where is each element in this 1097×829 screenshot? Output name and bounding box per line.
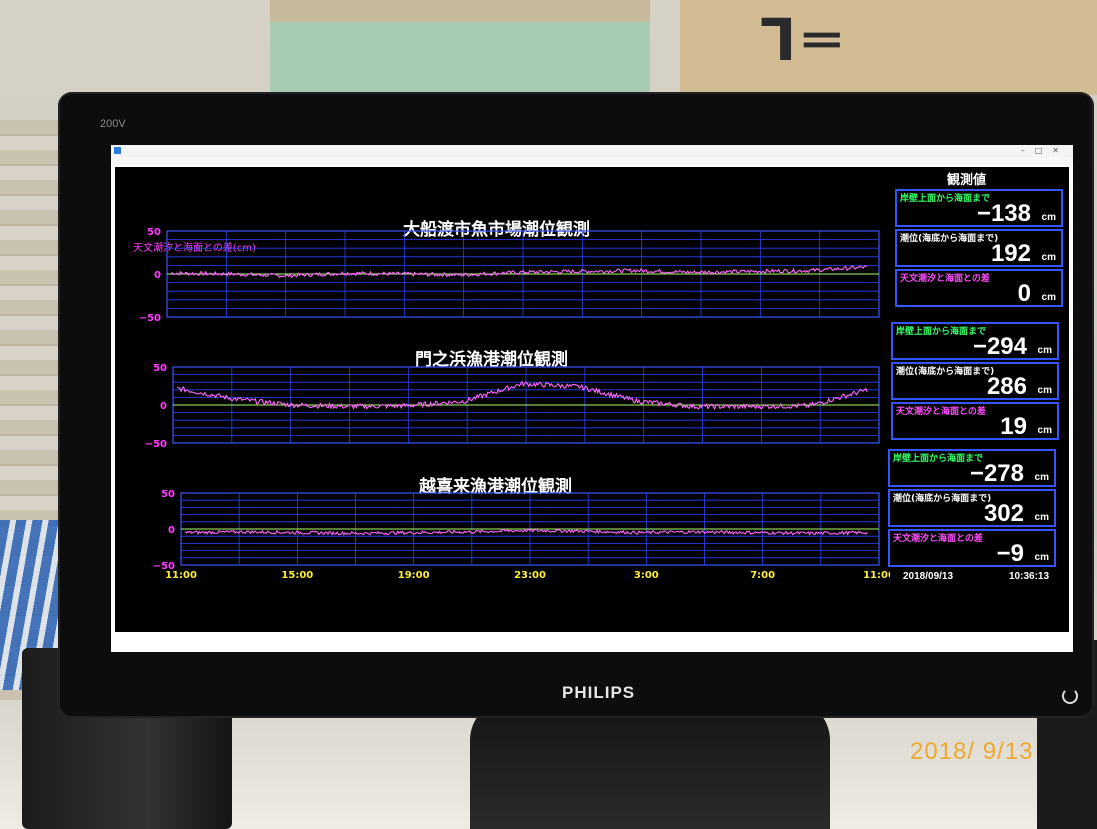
y-tick-label: −50 (153, 561, 175, 572)
reading-box: 岸壁上面から海面まで −294 cm (891, 322, 1059, 360)
reading-box: 天文潮汐と海面との差 −9 cm (888, 529, 1056, 567)
x-tick-label: 3:00 (634, 570, 659, 581)
reading-unit: cm (1037, 345, 1052, 356)
cardboard-box-right (680, 0, 1097, 95)
reading-label: 天文潮汐と海面との差 (896, 407, 986, 417)
x-tick-label: 11:00 (863, 570, 890, 581)
reading-value: −9 (996, 540, 1024, 567)
reading-value: −278 (969, 460, 1024, 487)
reading-box: 岸壁上面から海面まで −138 cm (895, 189, 1063, 227)
reading-unit: cm (1041, 252, 1056, 263)
reading-label: 潮位(海底から海面まで) (900, 234, 999, 244)
x-tick-label: 7:00 (750, 570, 775, 581)
reading-box: 潮位(海底から海面まで) 286 cm (891, 362, 1059, 400)
x-tick-label: 11:00 (165, 570, 197, 581)
monitor-stand (470, 700, 830, 829)
tide-series-line (170, 265, 868, 279)
reading-label: 岸壁上面から海面まで (900, 194, 991, 204)
reading-value: 19 (1000, 413, 1027, 440)
reading-unit: cm (1034, 472, 1049, 483)
x-tick-label: 23:00 (514, 570, 546, 581)
y-tick-label: −50 (139, 313, 161, 324)
tide-monitor-app: 天文潮汐と海面との差(cm) 大船渡市魚市場潮位観測 門之浜漁港潮位観測 越喜来… (115, 167, 1069, 632)
window-controls[interactable]: –□✕ (1020, 146, 1069, 155)
reading-label: 潮位(海底から海面まで) (893, 494, 992, 504)
reading-label: 岸壁上面から海面まで (893, 454, 984, 464)
reading-value: −138 (976, 200, 1031, 227)
reading-value: 0 (1017, 280, 1031, 307)
green-paper (270, 22, 650, 102)
y-tick-label: 0 (168, 525, 175, 536)
app-icon (114, 147, 121, 154)
station-title-kadonohama: 門之浜漁港潮位観測 (415, 350, 568, 370)
reading-box: 天文潮汐と海面との差 0 cm (895, 269, 1063, 307)
reading-label: 天文潮汐と海面との差 (900, 274, 990, 284)
y-tick-label: 50 (153, 363, 167, 374)
y-tick-label: 0 (160, 401, 167, 412)
tide-series-line (176, 380, 868, 411)
x-tick-label: 15:00 (281, 570, 313, 581)
reading-box: 潮位(海底から海面まで) 192 cm (895, 229, 1063, 267)
monitor-model-label: 200V (100, 118, 126, 130)
reading-label: 潮位(海底から海面まで) (896, 367, 995, 377)
photo-date-stamp: 2018/ 9/13 (910, 738, 1034, 765)
reading-unit: cm (1041, 292, 1056, 303)
reading-unit: cm (1034, 552, 1049, 563)
reading-label: 天文潮汐と海面との差 (893, 534, 983, 544)
power-button-icon[interactable] (1062, 688, 1078, 704)
reading-box: 潮位(海底から海面まで) 302 cm (888, 489, 1056, 527)
reading-unit: cm (1037, 385, 1052, 396)
reading-unit: cm (1034, 512, 1049, 523)
tide-series-line (184, 527, 868, 536)
y-tick-label: 0 (154, 270, 161, 281)
menu-bar[interactable] (111, 157, 1073, 165)
screen: –□✕ 天文潮汐と海面との差(cm) 大船渡市魚市場潮位観測 門之浜漁港潮位観測… (111, 145, 1073, 652)
box-marking: ᒣ═ (760, 6, 848, 74)
reading-box: 岸壁上面から海面まで −278 cm (888, 449, 1056, 487)
reading-value: 192 (990, 240, 1031, 267)
station-title-okirai: 越喜来漁港潮位観測 (419, 477, 572, 497)
y-tick-label: 50 (161, 489, 175, 500)
footer-time: 10:36:13 (1009, 571, 1050, 582)
reading-label: 岸壁上面から海面まで (896, 327, 987, 337)
footer-date: 2018/09/13 (903, 571, 954, 582)
x-tick-label: 19:00 (398, 570, 430, 581)
reading-value: 302 (983, 500, 1024, 527)
reading-unit: cm (1037, 425, 1052, 436)
reading-unit: cm (1041, 212, 1056, 223)
monitor-brand: PHILIPS (562, 683, 636, 702)
y-tick-label: 50 (147, 227, 161, 238)
y-tick-label: −50 (145, 439, 167, 450)
station-title-ofunato: 大船渡市魚市場潮位観測 (403, 220, 590, 240)
reading-box: 天文潮汐と海面との差 19 cm (891, 402, 1059, 440)
observed-values-header: 観測値 (947, 173, 987, 188)
reading-value: −294 (972, 333, 1027, 360)
reading-value: 286 (986, 373, 1027, 400)
